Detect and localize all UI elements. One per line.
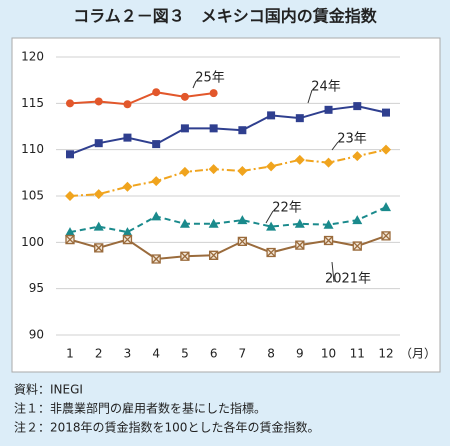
marker [266,247,276,258]
y-tick-label: 90 [29,328,44,342]
y-tick-label: 110 [21,142,44,156]
marker [66,99,74,108]
leader-line [265,210,274,224]
marker [209,89,218,98]
series-label: 23年 [337,132,367,147]
y-tick-label: 120 [21,50,44,64]
y-tick-label: 95 [29,281,44,295]
marker [179,166,190,177]
marker [266,161,277,172]
plot-panel [11,37,441,373]
series-label: 25年 [195,71,225,86]
marker [382,108,390,117]
series-line [69,105,387,156]
series-label: 24年 [311,80,341,95]
marker [323,235,334,246]
series-label: 2021年 [325,272,371,287]
marker [65,191,75,201]
marker [381,144,391,155]
x-tick-label: 7 [239,347,247,361]
marker [295,114,304,123]
marker [151,211,162,221]
note: 注２：2018年の賃金指数を100とした各年の賃金指数。 [14,420,319,435]
leader-line [331,141,339,151]
marker [180,92,189,101]
marker [294,218,305,228]
note: 資料：INEGI [14,383,83,397]
marker [295,240,305,250]
leader-line [192,80,197,89]
marker [353,102,362,111]
x-tick-label: 5 [181,347,189,361]
leader-line [307,89,313,104]
marker [237,236,248,247]
x-tick-label: 2 [95,347,103,361]
marker [324,105,333,114]
series-line [69,148,387,197]
series-label: 22年 [272,201,302,216]
series-line [69,206,387,234]
marker [381,231,391,241]
x-tick-label: 10 [321,347,336,361]
chart-title: コラム２－図３ メキシコ国内の賃金指数 [73,7,378,26]
marker [122,181,133,192]
marker [66,150,74,159]
marker [179,218,190,228]
marker [267,111,276,120]
marker [151,176,162,187]
marker [94,97,103,106]
marker [122,234,133,245]
marker [123,100,132,109]
marker [152,140,161,149]
marker [352,151,363,162]
marker [237,165,248,176]
marker [180,251,190,261]
marker [266,221,277,231]
x-tick-label: 11 [350,347,365,361]
marker [208,250,219,260]
marker [352,215,363,225]
marker [94,243,104,253]
marker [352,241,362,251]
leader-line [331,261,335,283]
marker [237,215,248,225]
marker [151,254,161,264]
marker [123,133,132,142]
marker [208,164,219,175]
marker [152,88,161,97]
x-tick-label: 4 [152,347,160,361]
marker [208,218,219,228]
marker [122,227,133,237]
marker [94,139,103,148]
marker [93,221,104,231]
x-tick-label: 6 [210,347,218,361]
marker [65,227,75,237]
marker [180,124,189,133]
marker [381,202,391,212]
marker [209,124,218,133]
series-line [69,234,387,261]
x-tick-label: 3 [124,347,132,361]
x-tick-label: 12 [378,347,393,361]
note: 注１：非農業部門の雇用者数を基にした指標。 [14,401,266,416]
y-tick-label: 105 [21,189,44,203]
marker [323,157,334,168]
x-tick-label: 9 [296,347,304,361]
y-tick-label: 100 [21,235,44,249]
x-unit-label: （月） [400,347,436,361]
y-tick-label: 115 [21,96,44,110]
marker [65,234,75,245]
series-line [69,91,214,106]
marker [238,126,247,135]
marker [323,219,334,229]
marker [294,154,305,165]
x-tick-label: 8 [267,347,275,361]
marker [93,189,104,200]
x-tick-label: 1 [66,347,74,361]
